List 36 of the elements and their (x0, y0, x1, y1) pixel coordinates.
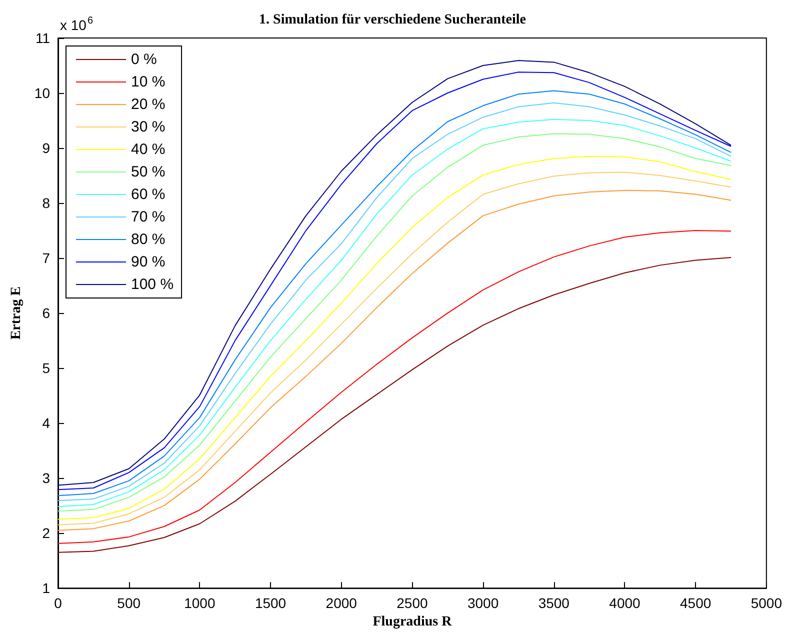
legend-label: 60 % (131, 186, 166, 203)
legend-label: 90 % (131, 254, 166, 270)
x-tick-label: 2500 (396, 595, 428, 612)
legend-label: 70 % (131, 208, 166, 226)
x-tick-label: 4000 (609, 595, 641, 612)
x-tick-label: 500 (117, 595, 141, 612)
x-tick-label: 3500 (538, 595, 570, 612)
y-tick-label: 8 (42, 195, 50, 212)
legend-label: 30 % (131, 118, 166, 136)
y-tick-label: 10 (34, 85, 50, 102)
y-tick-label: 1 (42, 580, 50, 596)
legend-label: 50 % (131, 164, 166, 180)
x-tick-label: 4500 (680, 595, 712, 612)
y-tick-label: 5 (42, 360, 50, 376)
y-tick-label: 9 (42, 140, 50, 156)
y-tick-label: 11 (35, 30, 50, 46)
legend-label: 10 % (131, 74, 166, 90)
y-tick-label: 2 (42, 525, 50, 542)
chart-title: 1. Simulation für verschiedene Sucheranteile (259, 12, 526, 28)
legend-label: 80 % (131, 231, 166, 248)
legend-label: 0 % (131, 51, 157, 68)
x-axis-title: Flugradius R (372, 614, 453, 630)
y-axis-title: Ertrag E (9, 286, 24, 340)
x-tick-label: 1500 (254, 595, 286, 612)
y-tick-label: 7 (42, 250, 50, 266)
legend-label: 20 % (131, 96, 166, 113)
y-tick-label: 3 (42, 470, 50, 486)
y-tick-label: 6 (42, 305, 50, 322)
x-tick-label: 0 (54, 595, 62, 612)
x-tick-label: 1000 (184, 595, 216, 612)
legend-label: 40 % (131, 141, 166, 158)
x-tick-label: 5000 (750, 595, 782, 612)
y-tick-label: 4 (42, 415, 50, 432)
legend-label: 100 % (131, 276, 174, 293)
x-tick-label: 2000 (326, 595, 358, 612)
x-tick-label: 3000 (467, 595, 499, 612)
